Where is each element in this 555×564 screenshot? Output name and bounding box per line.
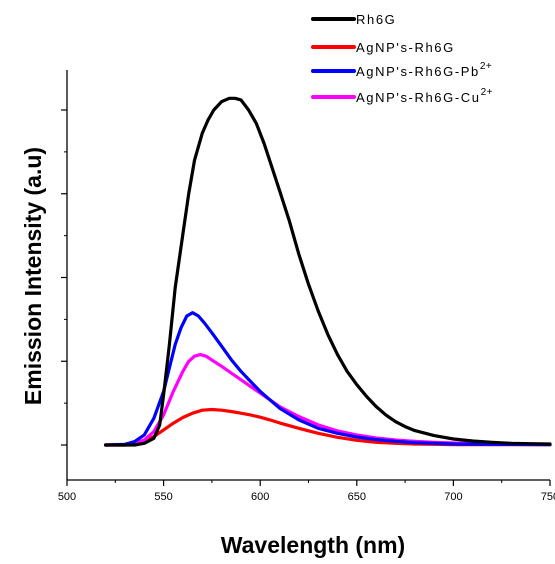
legend-label-text: AgNP's-Rh6G-Pb (356, 64, 480, 79)
series-line-1 (103, 407, 552, 447)
x-tick-label-650: 650 (348, 491, 366, 503)
x-tick-label-500: 500 (58, 491, 76, 503)
series-lines (103, 96, 552, 447)
series-line-0 (103, 96, 552, 447)
x-tick-label-600: 600 (251, 491, 269, 503)
legend-label-text: AgNP's-Rh6G (356, 40, 455, 55)
y-axis-title: Emission Intensity (a.u) (20, 147, 46, 405)
legend: Rh6GAgNP's-Rh6GAgNP's-Rh6G-Pb2+AgNP's-Rh… (311, 12, 493, 105)
legend-label-1: AgNP's-Rh6G (356, 40, 455, 55)
legend-label-3: AgNP's-Rh6G-Cu2+ (356, 87, 493, 105)
axes (66, 70, 550, 481)
legend-label-superscript: 2+ (481, 87, 493, 98)
legend-label-text: Rh6G (356, 12, 396, 27)
x-axis-title: Wavelength (nm) (221, 532, 405, 558)
x-tick-label-700: 700 (444, 491, 462, 503)
ticks: 500 550 600 650 700 750 (58, 109, 555, 503)
legend-label-superscript: 2+ (480, 61, 492, 72)
legend-label-0: Rh6G (356, 12, 396, 27)
legend-label-2: AgNP's-Rh6G-Pb2+ (356, 61, 492, 79)
x-tick-label-750: 750 (541, 491, 555, 503)
x-tick-label-550: 550 (154, 491, 172, 503)
legend-label-text: AgNP's-Rh6G-Cu (356, 90, 481, 105)
